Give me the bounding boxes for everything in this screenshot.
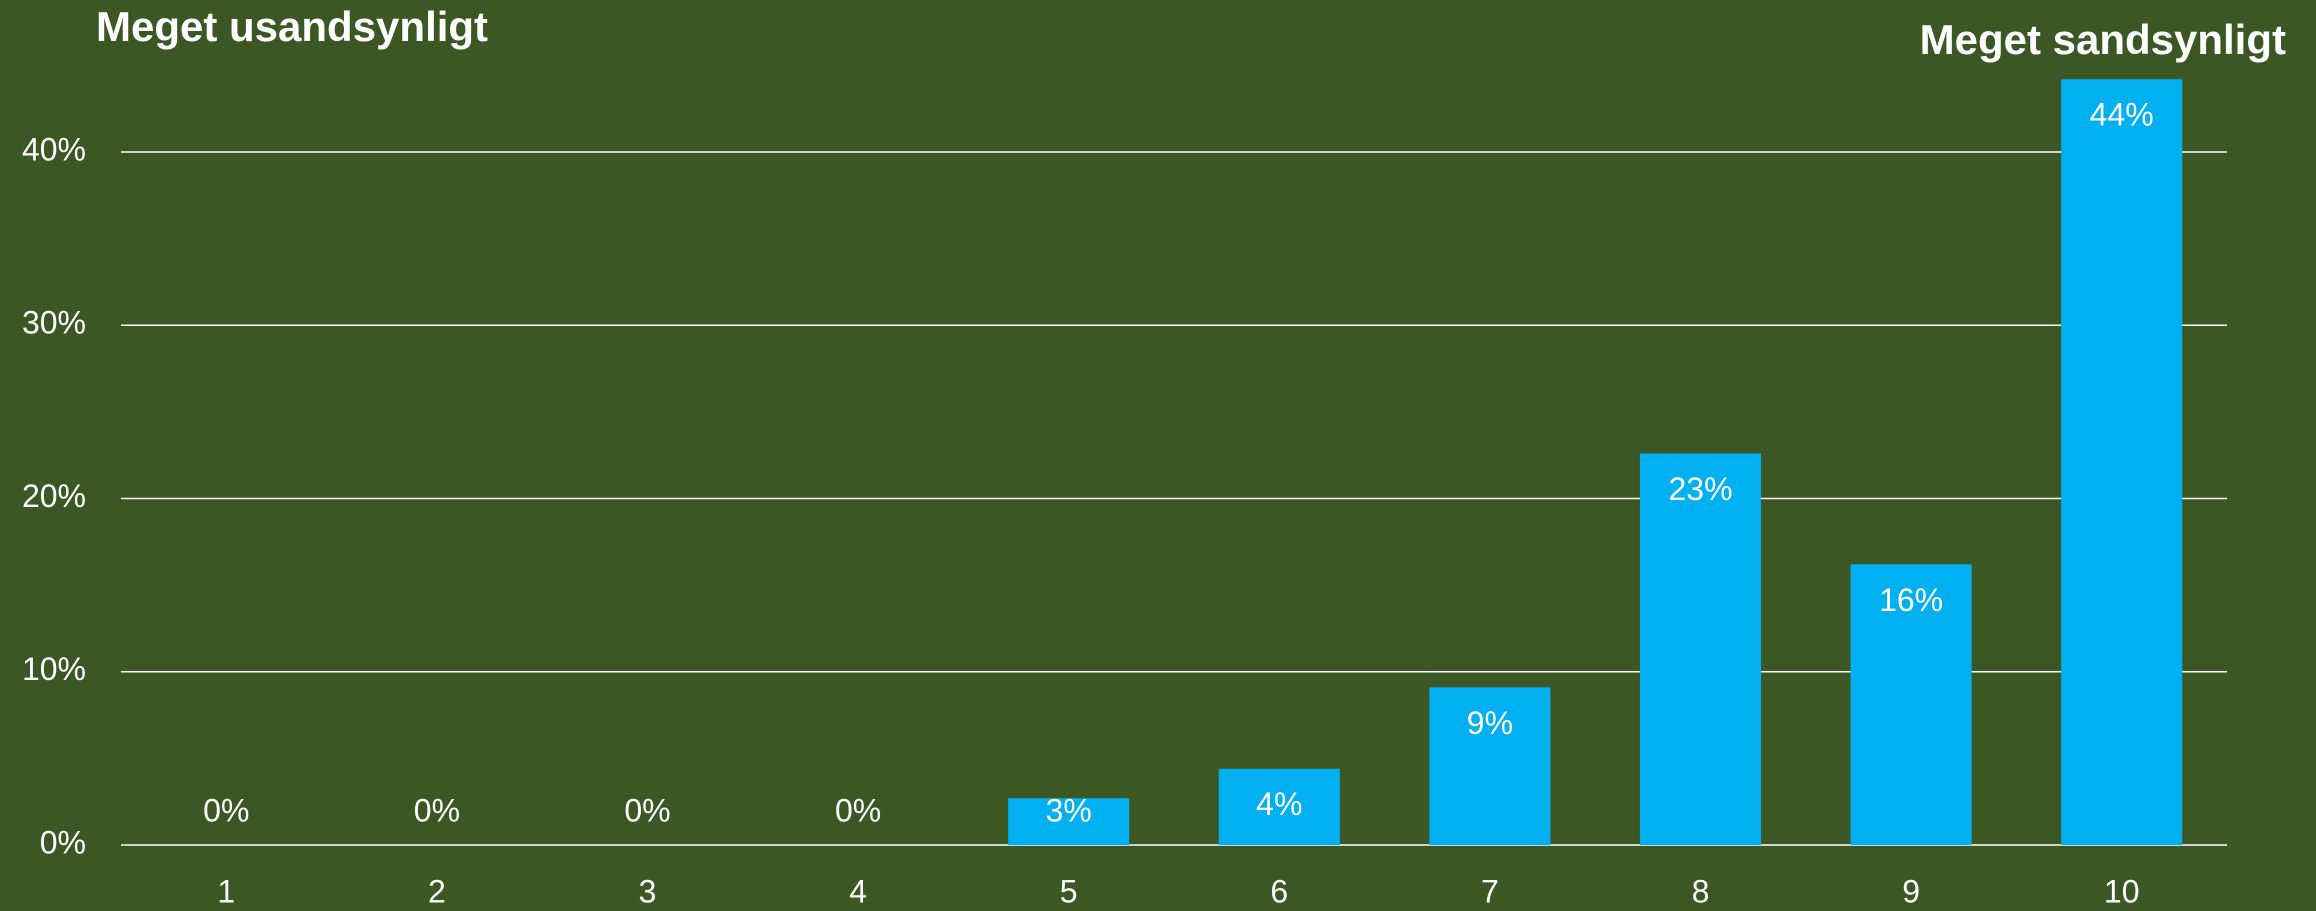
value-label: 4% <box>1256 786 1302 822</box>
x-tick-label: 3 <box>639 873 657 909</box>
bar <box>2061 79 2183 846</box>
value-label: 0% <box>835 792 881 828</box>
bar <box>1639 453 1762 845</box>
y-tick-label: 0% <box>40 824 86 860</box>
y-tick-label: 30% <box>22 305 86 341</box>
value-label: 0% <box>414 792 460 828</box>
x-tick-label: 6 <box>1270 873 1288 909</box>
x-tick-label: 4 <box>849 873 867 909</box>
bar <box>1008 798 1130 845</box>
annotation-left: Meget usandsynligt <box>96 3 488 50</box>
bar <box>1218 768 1340 845</box>
x-tick-label: 1 <box>217 873 235 909</box>
x-tick-label: 9 <box>1902 873 1920 909</box>
value-label: 0% <box>203 792 249 828</box>
value-label: 3% <box>1046 792 1092 828</box>
x-tick-label: 10 <box>2104 873 2140 909</box>
value-label: 44% <box>2090 97 2154 133</box>
value-label: 23% <box>1668 471 1732 507</box>
y-tick-label: 40% <box>22 131 86 167</box>
value-label: 16% <box>1879 582 1943 618</box>
annotation-right: Meget sandsynligt <box>1920 16 2286 63</box>
bar <box>1429 687 1551 845</box>
y-tick-label: 10% <box>22 651 86 687</box>
x-tick-label: 7 <box>1481 873 1499 909</box>
x-tick-label: 5 <box>1060 873 1078 909</box>
value-label: 9% <box>1467 705 1513 741</box>
x-tick-label: 8 <box>1692 873 1710 909</box>
bar <box>1850 564 1972 845</box>
x-tick-label: 2 <box>428 873 446 909</box>
value-label: 0% <box>624 792 670 828</box>
y-tick-label: 20% <box>22 478 86 514</box>
